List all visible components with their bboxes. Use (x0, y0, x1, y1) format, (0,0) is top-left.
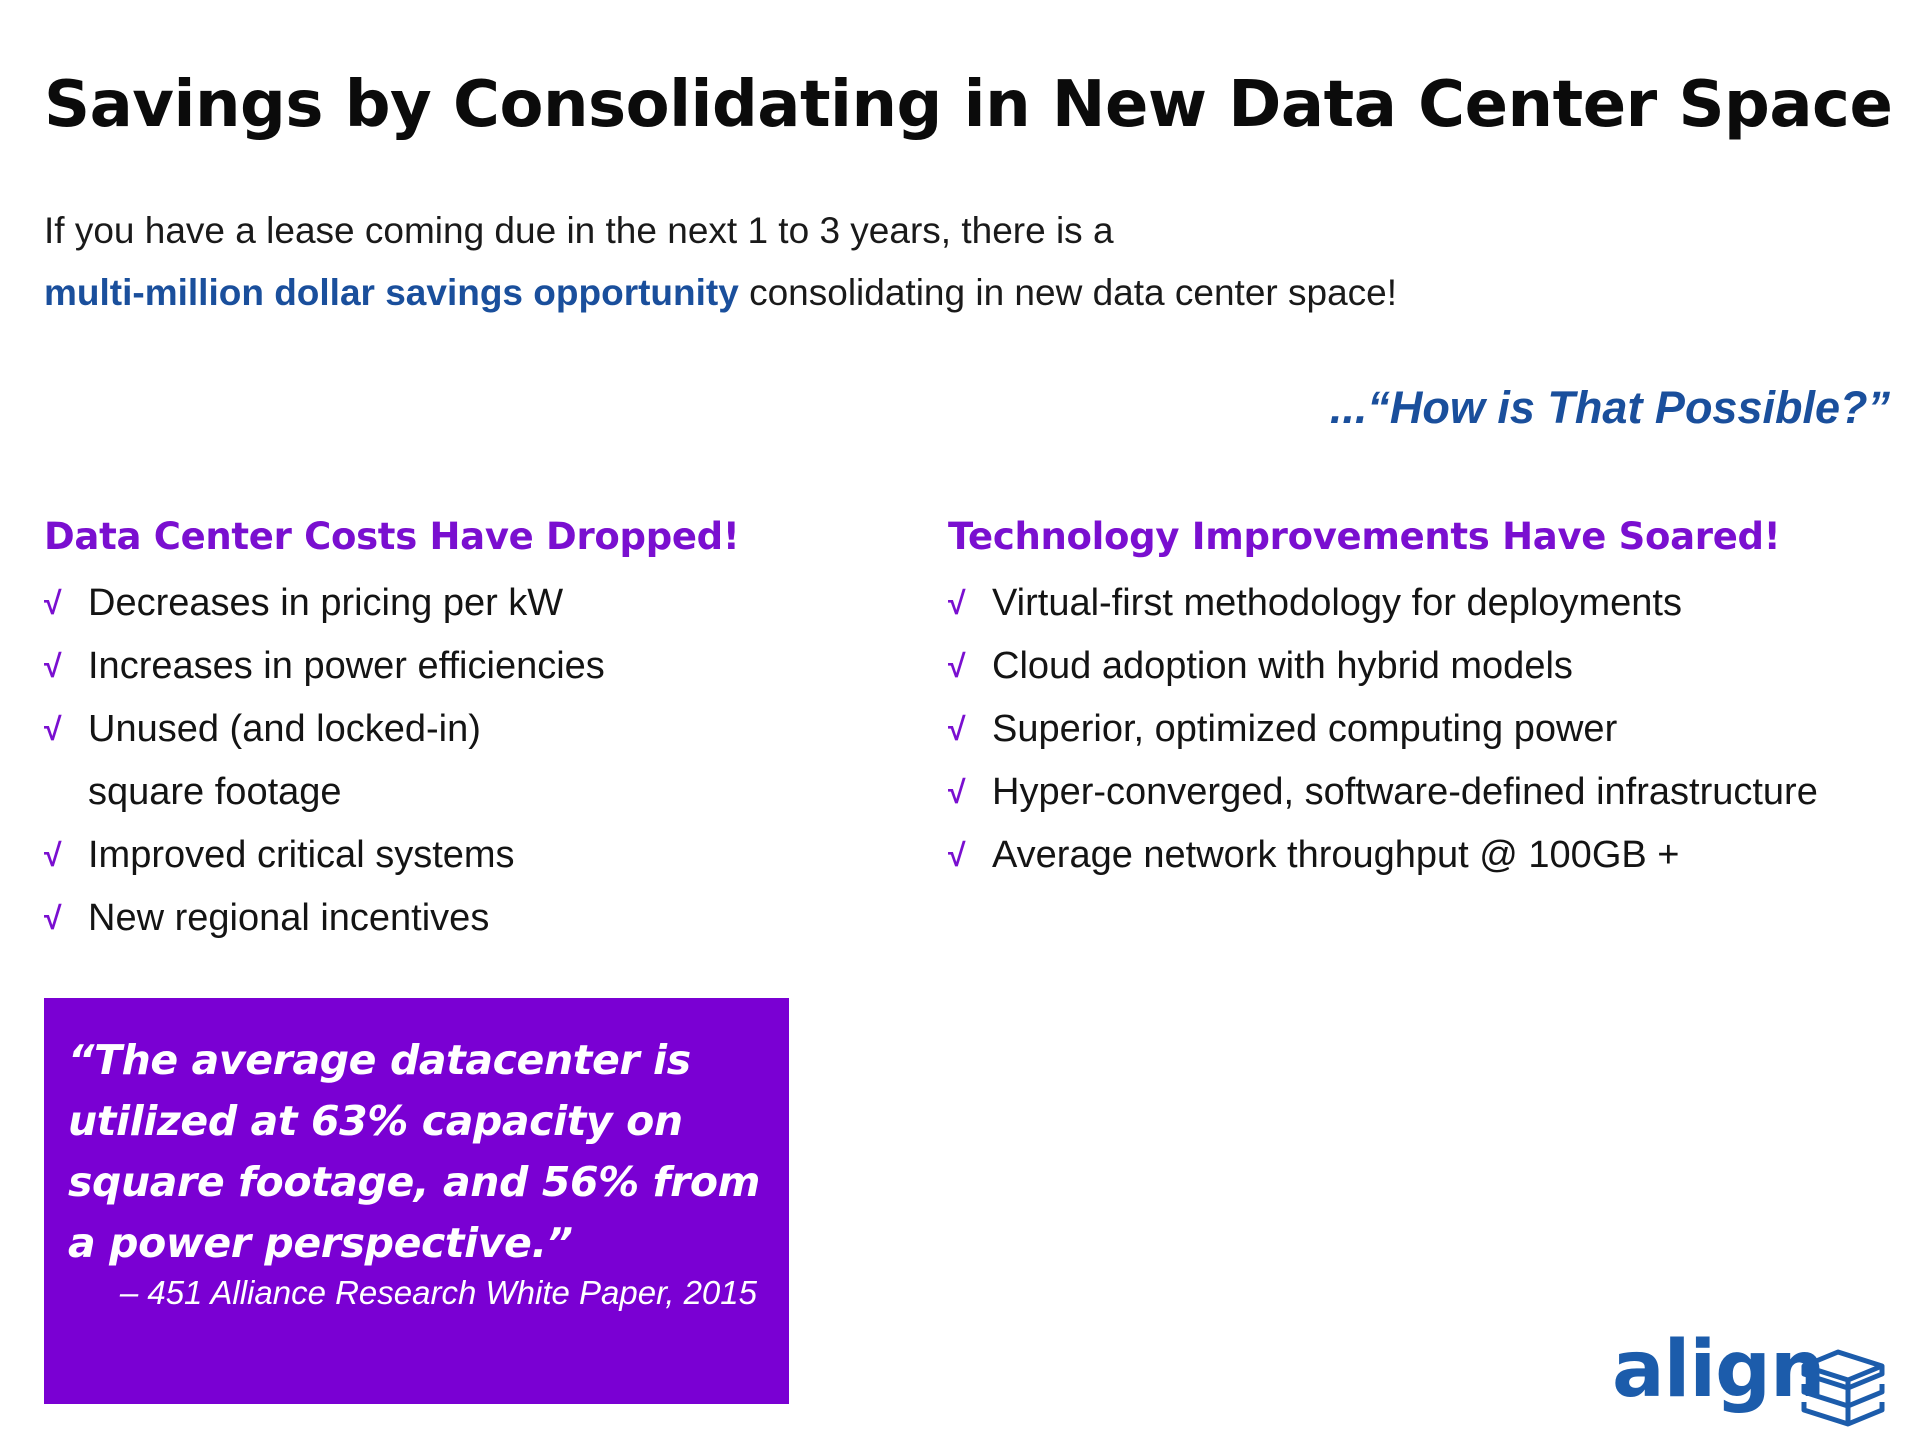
check-icon: √ (948, 711, 966, 747)
list-item: √ Virtual-first methodology for deploymen… (948, 572, 1908, 635)
list-item: √ Cloud adoption with hybrid models (948, 635, 1908, 698)
intro-line-2-rest: consolidating in new data center space! (738, 272, 1398, 313)
question-callout: ...“How is That Possible?” (1329, 382, 1890, 433)
list-item: √ Hyper-converged, software-defined infra… (948, 761, 1908, 824)
intro-paragraph: If you have a lease coming due in the ne… (44, 200, 1397, 324)
check-icon: √ (948, 648, 966, 684)
check-icon: √ (44, 648, 62, 684)
check-icon: √ (44, 711, 62, 747)
list-item: √ Improved critical systems (44, 824, 924, 887)
list-item: √ Decreases in pricing per kW (44, 572, 924, 635)
check-icon: √ (948, 837, 966, 873)
costs-heading: Data Center Costs Have Dropped! (44, 515, 740, 558)
quote-text: “The average datacenter is utilized at 6… (68, 1036, 760, 1267)
check-icon: √ (44, 837, 62, 873)
check-icon: √ (948, 774, 966, 810)
intro-line-1: If you have a lease coming due in the ne… (44, 210, 1114, 251)
list-item: √ Increases in power efficiencies (44, 635, 924, 698)
check-icon: √ (44, 900, 62, 936)
savings-highlight: multi-million dollar savings opportunity (44, 272, 739, 313)
intro-line-2: multi-million dollar savings opportunity… (44, 262, 1397, 324)
quote-source: – 451 Alliance Research White Paper, 201… (119, 1274, 757, 1311)
costs-list: √ Decreases in pricing per kW √ Increases … (44, 572, 924, 950)
check-icon: √ (44, 585, 62, 621)
technology-column: Technology Improvements Have Soared! √ Vi… (948, 510, 1908, 887)
technology-list: √ Virtual-first methodology for deploymen… (948, 572, 1908, 887)
logo-wordmark: align (1612, 1325, 1825, 1415)
list-item: √ Superior, optimized computing power (948, 698, 1908, 761)
technology-heading: Technology Improvements Have Soared! (948, 515, 1781, 558)
check-icon: √ (948, 585, 966, 621)
quote-box: “The average datacenter is utilized at 6… (44, 998, 789, 1404)
list-item: √ New regional incentives (44, 887, 924, 950)
costs-column: Data Center Costs Have Dropped! √ Decreas… (44, 510, 924, 950)
list-item-continuation: square footage (88, 771, 342, 813)
align-logo: align (1612, 1330, 1890, 1430)
slide-title: Savings by Consolidating in New Data Cen… (44, 68, 1893, 142)
stacked-books-icon (1801, 1349, 1885, 1427)
list-item: √ Unused (and locked-in) (44, 698, 924, 761)
list-item: √ Average network throughput @ 100GB + (948, 824, 1908, 887)
